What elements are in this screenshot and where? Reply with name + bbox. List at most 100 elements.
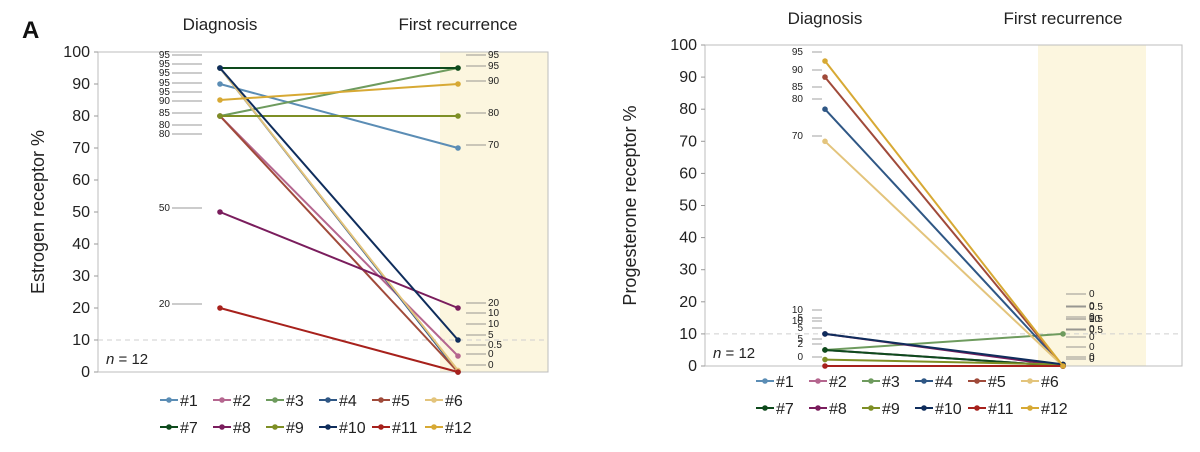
left-value-label: 95 xyxy=(159,87,171,98)
legend-entry: #5 xyxy=(392,393,410,410)
left-value-label: 10 xyxy=(792,305,804,316)
y-tick-label: 30 xyxy=(679,262,697,279)
legend-entry: #7 xyxy=(180,420,198,437)
right-value-label: 0 xyxy=(1089,289,1095,300)
right-value-label: 0.5 xyxy=(1089,314,1103,325)
left-value-label: 50 xyxy=(159,203,171,214)
legend-swatch-point xyxy=(1027,378,1033,384)
legend-swatch-point xyxy=(762,378,768,384)
legend-entry: #9 xyxy=(286,420,304,437)
legend-entry: #12 xyxy=(1041,401,1068,418)
right-value-label: 0 xyxy=(1089,301,1095,312)
right-value-label: 0 xyxy=(488,349,494,360)
legend-entry: #11 xyxy=(392,420,418,437)
series-point xyxy=(217,113,223,119)
y-tick-label: 10 xyxy=(679,326,697,343)
series-point xyxy=(217,65,223,71)
right-value-label: 0 xyxy=(1089,312,1095,323)
legend-swatch-point xyxy=(219,397,225,403)
series-point xyxy=(822,356,828,363)
legend-swatch-point xyxy=(974,405,980,411)
left-value-label: 80 xyxy=(159,129,171,140)
y-tick-label: 20 xyxy=(72,300,90,317)
y-tick-label: 60 xyxy=(72,172,90,189)
right-value-label: 0 xyxy=(1089,352,1095,363)
left-value-label: 2 xyxy=(797,339,803,350)
column-header: Diagnosis xyxy=(788,9,863,28)
right-value-label: 95 xyxy=(488,61,500,72)
legend-entry: #3 xyxy=(286,393,304,410)
series-point xyxy=(822,106,828,112)
series-point xyxy=(455,81,461,87)
legend-swatch-point xyxy=(921,378,927,384)
legend-swatch-point xyxy=(815,378,821,384)
series-line xyxy=(219,115,459,357)
legend-swatch-point xyxy=(378,424,384,430)
sample-size-label: n = 12 xyxy=(713,345,755,362)
legend-swatch-point xyxy=(1027,405,1033,411)
series-point xyxy=(455,305,461,311)
legend-entry: #7 xyxy=(776,401,794,418)
legend-swatch-point xyxy=(272,424,278,430)
y-tick-label: 100 xyxy=(63,44,90,61)
series-point xyxy=(217,305,223,311)
series-point xyxy=(217,209,223,215)
series-line xyxy=(824,358,1064,366)
right-value-label: 0 xyxy=(1089,332,1095,343)
right-value-label: 0.5 xyxy=(488,340,502,351)
left-value-label: 80 xyxy=(792,94,804,105)
series-point xyxy=(822,363,828,369)
right-value-label: 0 xyxy=(1089,324,1095,335)
legend-swatch-point xyxy=(378,397,384,403)
legend-swatch-point xyxy=(431,424,437,430)
legend-entry: #10 xyxy=(339,420,366,437)
panel-label: A xyxy=(22,17,39,44)
left-value-label: 5 xyxy=(797,313,803,324)
left-value-label: 95 xyxy=(159,68,171,79)
series-line xyxy=(824,332,1064,351)
y-tick-label: 90 xyxy=(72,76,90,93)
series-line xyxy=(824,332,1064,366)
sample-size-value: = 12 xyxy=(114,351,148,368)
left-value-label: 95 xyxy=(159,59,171,70)
left-value-label: 95 xyxy=(159,50,171,61)
right-value-label: 95 xyxy=(488,50,500,61)
y-tick-label: 70 xyxy=(72,140,90,157)
y-tick-label: 30 xyxy=(72,268,90,285)
column-header: First recurrence xyxy=(398,15,517,34)
left-value-label: 70 xyxy=(792,131,804,142)
right-value-label: 10 xyxy=(488,308,500,319)
series-point xyxy=(455,113,461,119)
right-value-label: 0.5 xyxy=(1089,302,1103,313)
right-value-label: 0 xyxy=(1089,342,1095,353)
legend-entry: #5 xyxy=(988,374,1006,391)
series-line xyxy=(219,211,459,309)
legend-entry: #8 xyxy=(829,401,847,418)
legend-entry: #4 xyxy=(935,374,953,391)
legend-swatch-point xyxy=(921,405,927,411)
series-line xyxy=(219,67,459,341)
series-line xyxy=(219,307,459,373)
series-point xyxy=(822,347,828,353)
right-value-label: 90 xyxy=(488,76,500,87)
legend-entry: #11 xyxy=(988,401,1014,418)
y-tick-label: 40 xyxy=(679,230,697,247)
left-value-label: 90 xyxy=(159,96,171,107)
series-point xyxy=(822,74,828,80)
legend-entry: #8 xyxy=(233,420,251,437)
right-value-label: 0 xyxy=(488,360,494,371)
sample-size-value: = 12 xyxy=(721,345,755,362)
legend-entry: #6 xyxy=(1041,374,1059,391)
y-tick-label: 50 xyxy=(679,198,697,215)
legend-swatch-point xyxy=(219,424,225,430)
series-point xyxy=(822,58,828,64)
series-point xyxy=(455,337,461,343)
left-value-label: 90 xyxy=(792,65,804,76)
series-line xyxy=(824,60,1064,367)
series-line xyxy=(824,108,1064,367)
legend-entry: #9 xyxy=(882,401,900,418)
y-tick-label: 10 xyxy=(72,332,90,349)
legend-swatch-point xyxy=(815,405,821,411)
